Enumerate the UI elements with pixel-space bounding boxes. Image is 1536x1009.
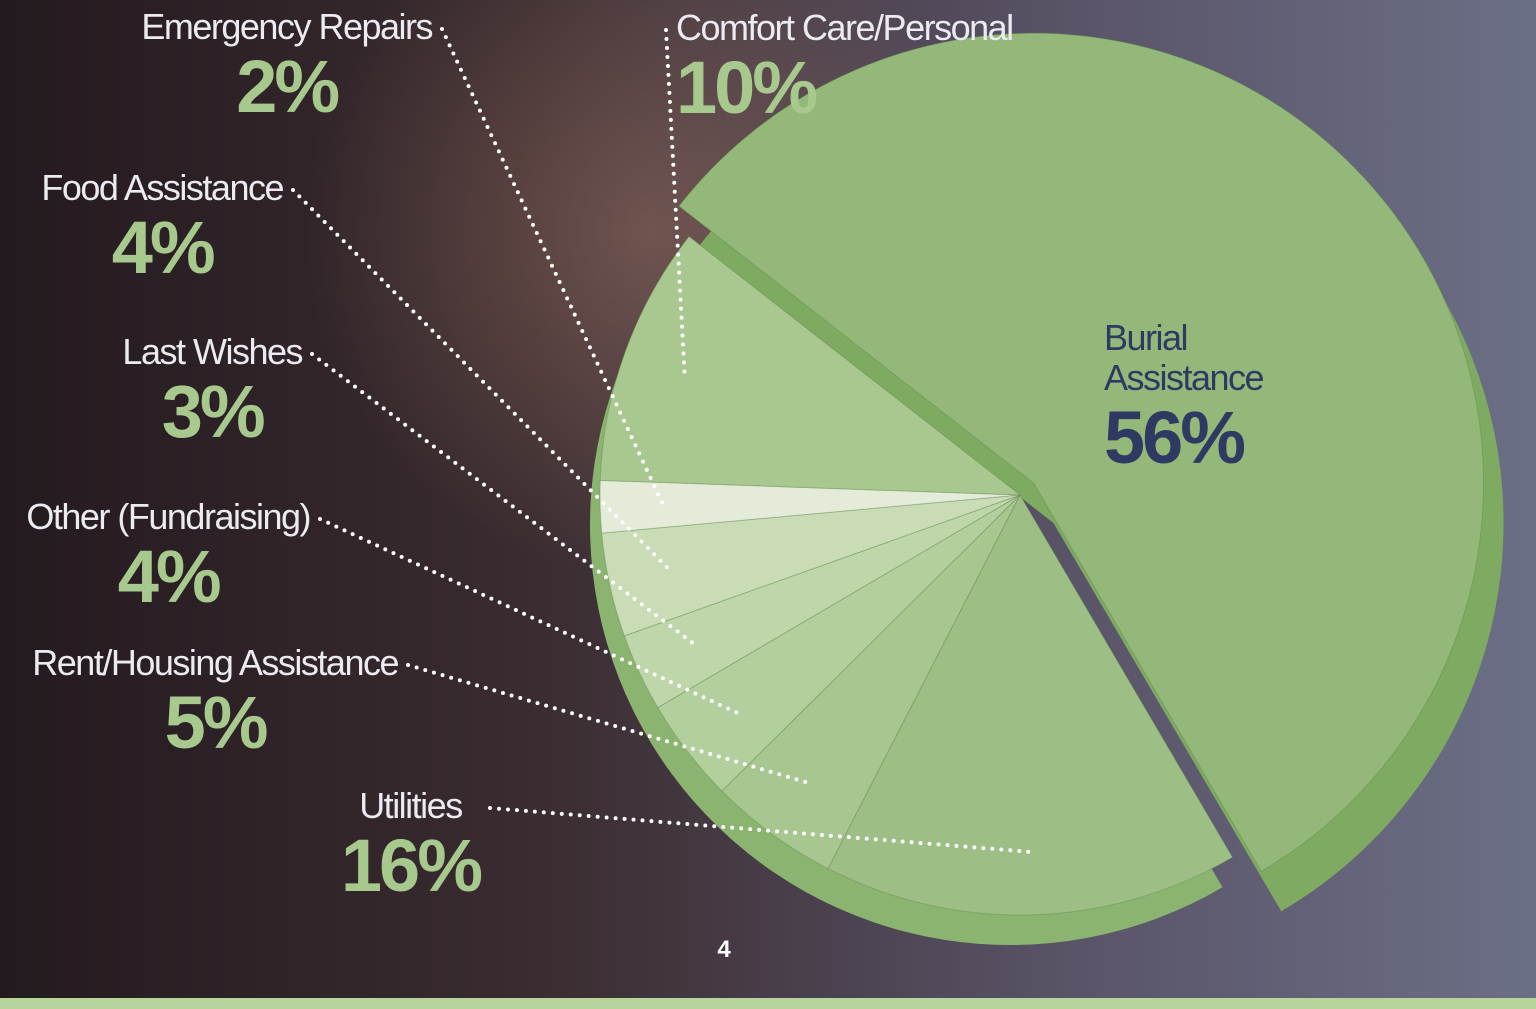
page: Burial Assistance56% Utilities16% Rent/Hou… [0, 0, 1536, 1009]
value-label: 10% [676, 48, 815, 128]
value-label: 16% [341, 826, 480, 906]
value-label: 5% [165, 683, 266, 763]
category-label: Rent/Housing Assistance [32, 643, 398, 683]
slice-label: Other (Fundraising)4% [26, 497, 310, 617]
category-label: Burial Assistance [1104, 318, 1294, 398]
category-label: Food Assistance [41, 168, 283, 208]
category-label: Emergency Repairs [141, 7, 432, 47]
value-label: 4% [112, 208, 213, 288]
category-label: Other (Fundraising) [26, 497, 310, 537]
value-label: 3% [162, 372, 263, 452]
footer-bar [0, 998, 1536, 1009]
value-label: 56% [1104, 398, 1294, 478]
category-label: Last Wishes [122, 332, 302, 372]
page-number: 4 [712, 936, 736, 964]
category-label: Utilities [359, 786, 462, 826]
value-label: 4% [118, 537, 219, 617]
category-label: Comfort Care/Personal [676, 8, 1013, 48]
value-label: 2% [236, 47, 337, 127]
